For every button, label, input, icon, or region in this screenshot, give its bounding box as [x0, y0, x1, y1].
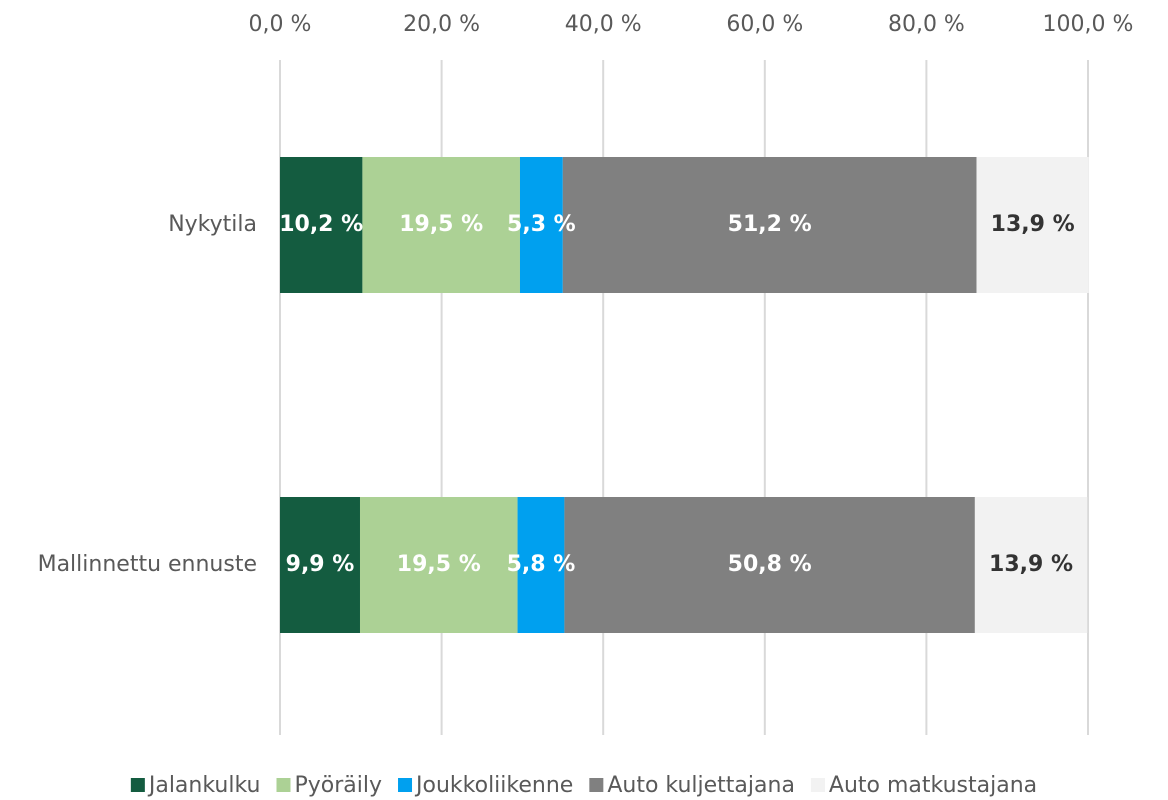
bar-segment	[359, 497, 518, 633]
bar-segment	[974, 497, 1088, 633]
data-label: 13,9 %	[991, 212, 1075, 237]
data-label: 19,5 %	[399, 212, 483, 237]
bar-segment	[976, 157, 1089, 293]
x-tick-label: 80,0 %	[888, 12, 965, 37]
bar-segment	[280, 157, 363, 293]
bar-segment	[517, 497, 565, 633]
data-label: 10,2 %	[279, 212, 363, 237]
bar-segment	[519, 157, 563, 293]
bar-segment	[562, 157, 977, 293]
bar-segment	[564, 497, 975, 633]
legend-label: Auto kuljettajana	[607, 773, 795, 798]
legend-swatch	[276, 778, 291, 792]
data-label: 13,9 %	[989, 552, 1073, 577]
data-label: 19,5 %	[397, 552, 481, 577]
y-tick-label: Nykytila	[168, 212, 257, 237]
x-tick-label: 0,0 %	[249, 12, 312, 37]
data-label: 5,8 %	[507, 552, 576, 577]
legend-label: Joukkoliikenne	[414, 773, 573, 798]
x-tick-label: 100,0 %	[1043, 12, 1134, 37]
x-tick-label: 40,0 %	[565, 12, 642, 37]
legend-swatch	[130, 778, 145, 792]
legend-swatch	[398, 778, 413, 792]
legend-label: Pyöräily	[294, 773, 382, 798]
data-label: 5,3 %	[507, 212, 576, 237]
legend-swatch	[810, 778, 825, 792]
y-tick-label: Mallinnettu ennuste	[38, 552, 257, 577]
data-label: 50,8 %	[728, 552, 812, 577]
legend-label: Jalankulku	[147, 773, 261, 798]
bar-segment	[280, 497, 360, 633]
legend-swatch	[589, 778, 604, 792]
x-tick-label: 20,0 %	[403, 12, 480, 37]
bar-segment	[362, 157, 520, 293]
x-tick-label: 60,0 %	[726, 12, 803, 37]
data-label: 51,2 %	[728, 212, 812, 237]
legend-label: Auto matkustajana	[829, 773, 1037, 798]
data-label: 9,9 %	[286, 552, 355, 577]
